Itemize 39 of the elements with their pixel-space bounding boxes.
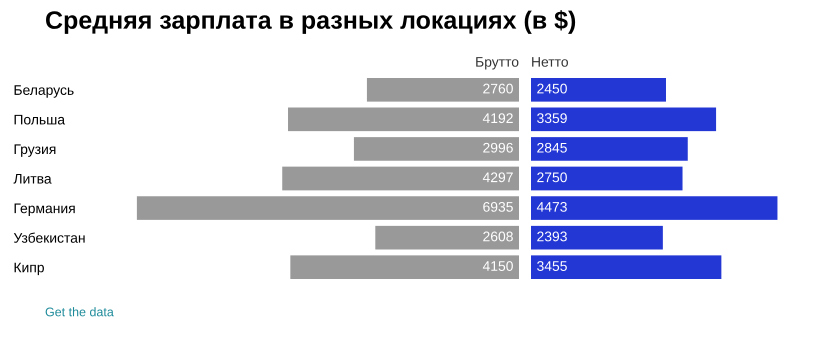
bar xyxy=(531,137,688,161)
chart-title: Нетто xyxy=(532,57,568,67)
bar xyxy=(531,78,666,102)
data-label: 2450 xyxy=(537,84,567,94)
y-tick-label: Германия xyxy=(14,204,75,216)
chart-title: Средняя зарплата в разных локациях (в $) xyxy=(46,10,576,34)
bar xyxy=(375,226,519,250)
data-label: 3455 xyxy=(537,261,567,271)
data-label: 2393 xyxy=(537,232,567,242)
data-label: 4150 xyxy=(482,261,513,271)
bar xyxy=(282,166,519,190)
y-tick-label: Беларусь xyxy=(14,85,74,98)
bar xyxy=(290,255,519,280)
text: Get the data xyxy=(46,307,114,316)
y-tick-label: Кипр xyxy=(14,262,44,276)
bar xyxy=(366,78,519,102)
y-tick-label: Узбекистан xyxy=(14,232,85,243)
bar xyxy=(531,196,778,220)
data-label: 2760 xyxy=(483,84,513,94)
data-label: 4297 xyxy=(482,172,513,182)
data-label: 2845 xyxy=(537,142,567,153)
data-label: 4192 xyxy=(482,113,513,124)
bar xyxy=(354,137,519,161)
y-tick-label: Польша xyxy=(14,114,66,125)
bar xyxy=(531,255,722,280)
bar xyxy=(531,226,663,250)
data-label: 4473 xyxy=(536,202,567,212)
chart-subtitle: Брутто xyxy=(476,57,518,70)
data-label: 2996 xyxy=(483,142,513,153)
data-label: 2608 xyxy=(483,232,513,242)
data-label: 3359 xyxy=(537,113,567,124)
y-tick-label: Грузия xyxy=(14,144,56,157)
data-label: 6935 xyxy=(483,202,513,212)
bar xyxy=(531,108,716,132)
bar xyxy=(531,166,683,190)
data-label: 2750 xyxy=(537,172,567,182)
bar xyxy=(136,196,519,220)
y-tick-label: Литва xyxy=(14,174,52,184)
bar xyxy=(288,108,519,132)
